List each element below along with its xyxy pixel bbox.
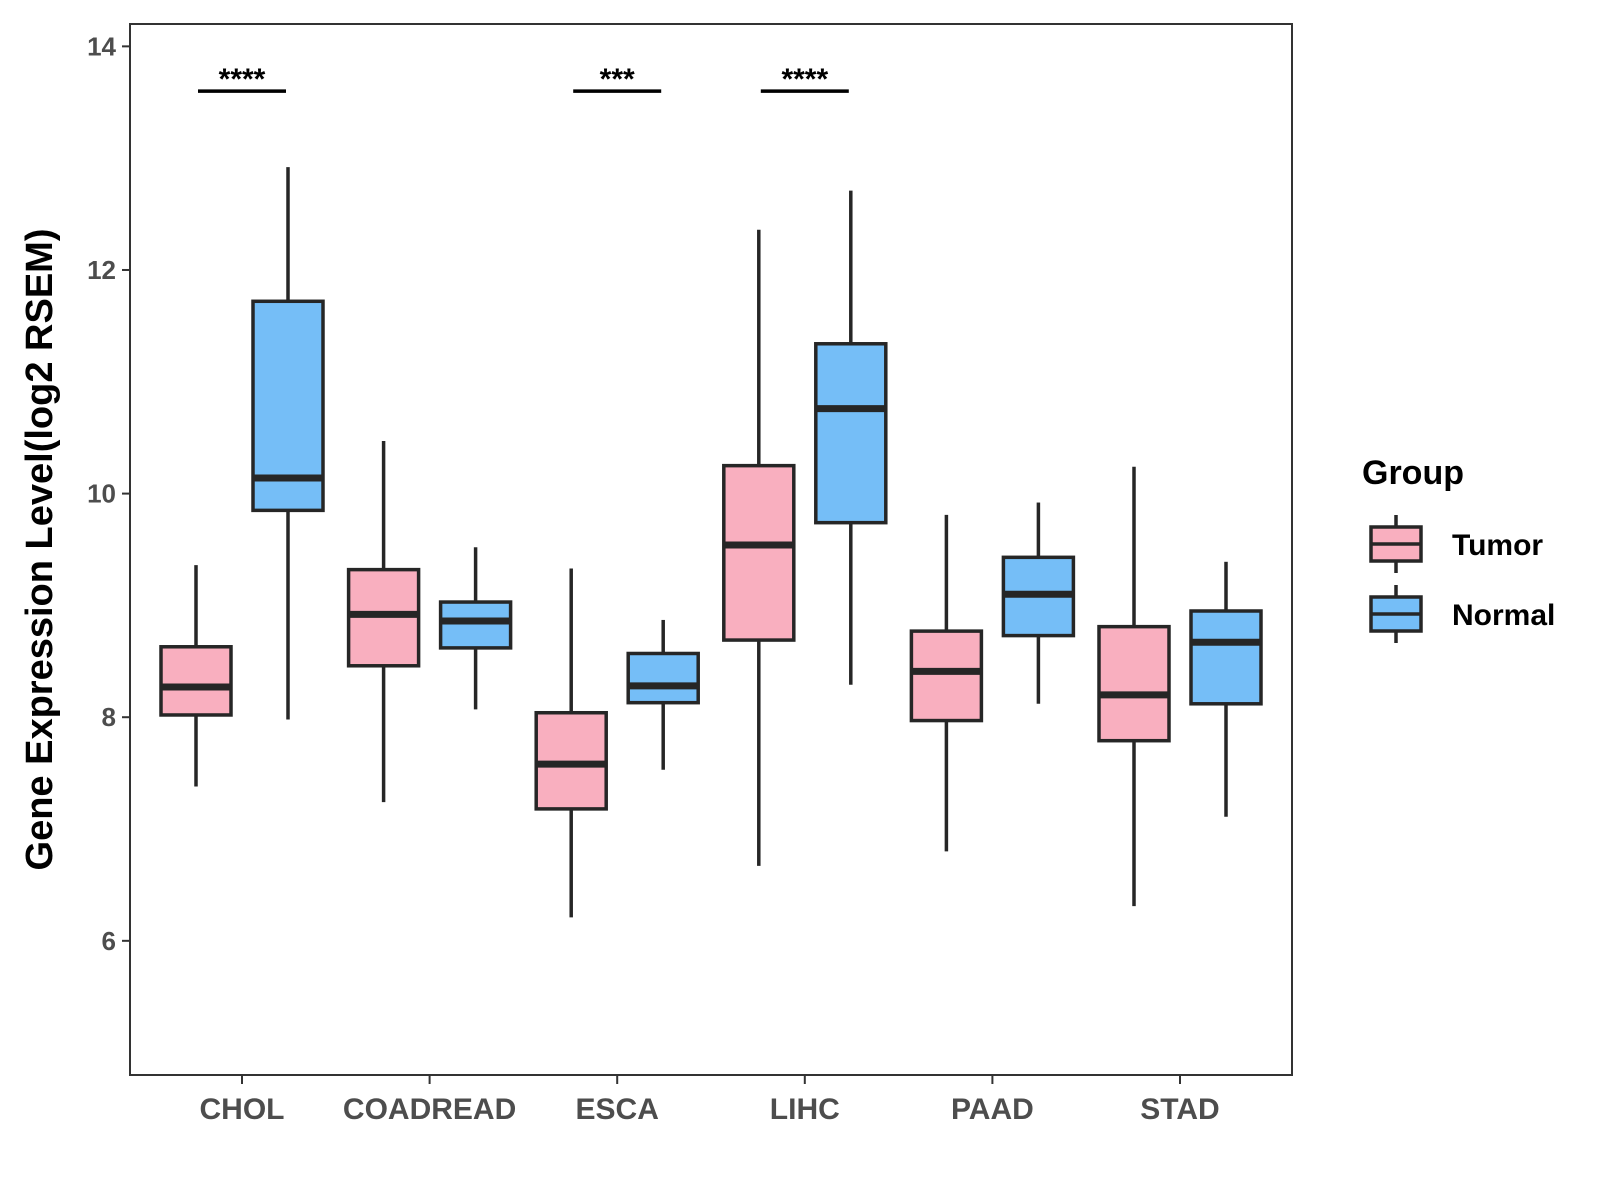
y-tick-label: 12	[87, 255, 116, 285]
significance-label: ****	[781, 63, 828, 96]
box-tumor-stad	[1097, 466, 1171, 907]
legend-label-tumor: Tumor	[1452, 529, 1543, 562]
box-tumor-paad	[909, 514, 984, 852]
iqr-box	[1097, 624, 1171, 743]
iqr-box	[814, 342, 888, 525]
legend-title: Group	[1362, 454, 1464, 492]
significance-layer: **** *** ****	[198, 63, 849, 96]
x-tick-label: PAAD	[951, 1093, 1034, 1126]
iqr-box	[909, 629, 984, 723]
box-tumor-lihc	[722, 229, 796, 866]
boxes-layer	[159, 167, 1263, 918]
box-tumor-chol	[159, 565, 233, 787]
iqr-box	[626, 651, 700, 705]
x-tick-label: ESCA	[576, 1093, 659, 1126]
box-normal-lihc	[814, 190, 888, 685]
y-tick-label: 10	[87, 479, 116, 509]
x-tick-label: COADREAD	[343, 1093, 516, 1126]
legend-label-normal: Normal	[1452, 599, 1555, 632]
legend: Group Tumor Normal	[1362, 454, 1555, 643]
legend-key-normal	[1369, 585, 1423, 643]
box-normal-stad	[1189, 561, 1263, 817]
significance-label: ***	[600, 63, 635, 96]
iqr-box	[722, 463, 796, 642]
x-axis: CHOL COADREAD ESCA LIHC PAAD STAD	[200, 1075, 1220, 1126]
iqr-box	[1189, 609, 1263, 706]
box-tumor-coadread	[346, 441, 421, 803]
iqr-box	[159, 645, 233, 717]
box-normal-paad	[1001, 502, 1076, 704]
y-tick-label: 6	[102, 926, 116, 956]
x-tick-label: STAD	[1140, 1093, 1219, 1126]
y-axis: 6 8 10 12 14	[87, 31, 130, 956]
box-tumor-esca	[534, 568, 608, 918]
box-normal-chol	[251, 167, 325, 720]
y-axis-title: Gene Expression Level(log2 RSEM)	[19, 229, 61, 871]
box-normal-coadread	[438, 547, 513, 710]
y-tick-label: 14	[87, 31, 116, 61]
panel-border	[129, 23, 1293, 1076]
y-tick-label: 8	[102, 702, 116, 732]
legend-key-tumor	[1369, 515, 1423, 573]
x-tick-label: LIHC	[770, 1093, 840, 1126]
box-normal-esca	[626, 619, 700, 770]
x-tick-label: CHOL	[200, 1093, 285, 1126]
iqr-box	[438, 600, 513, 650]
significance-label: ****	[219, 63, 266, 96]
